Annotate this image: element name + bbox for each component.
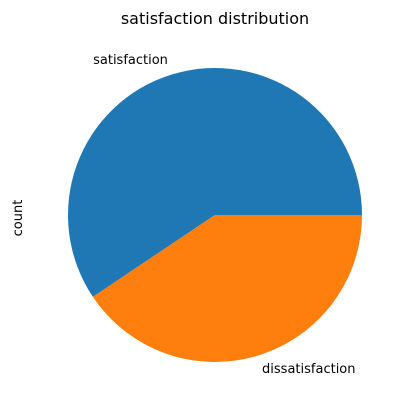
pie-slice-label-dissatisfaction: dissatisfaction	[262, 362, 355, 377]
pie-slices	[67, 68, 362, 363]
y-axis-label: count	[11, 200, 26, 237]
chart-title: satisfaction distribution	[121, 9, 309, 28]
pie-slice-dissatisfaction	[92, 215, 362, 363]
pie-slice-labels: satisfaction dissatisfaction	[93, 53, 355, 377]
pie-slice-satisfaction	[67, 68, 362, 297]
pie-slice-label-satisfaction: satisfaction	[93, 53, 168, 68]
